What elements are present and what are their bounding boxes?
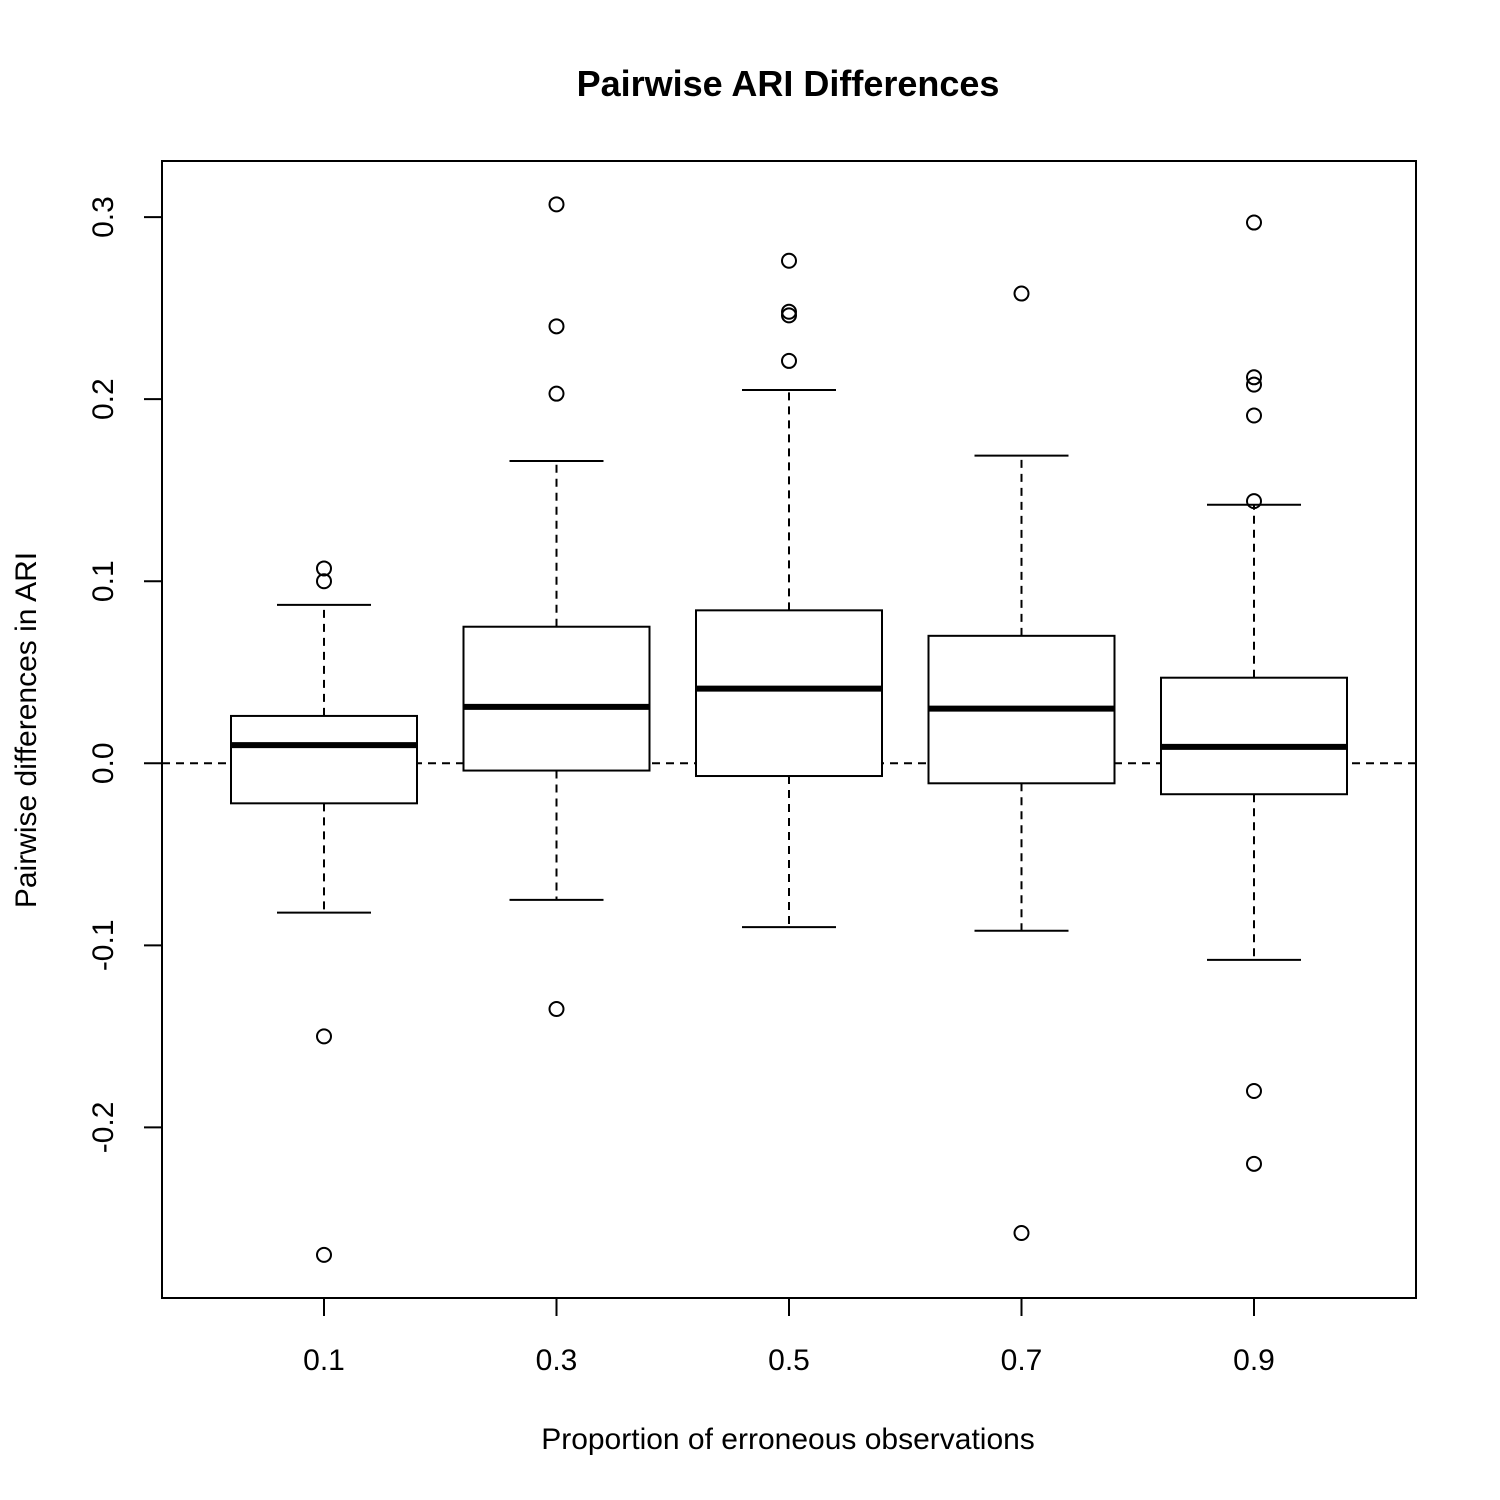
- outlier-point: [1013, 285, 1030, 302]
- outlier-point: [781, 252, 797, 269]
- y-axis: -0.2 -0.1 0.0 0.1 0.2 0.3: [87, 196, 163, 1154]
- iqr-box: [462, 625, 651, 772]
- outlier-point: [781, 307, 797, 324]
- x-tick-label: 0.1: [303, 1344, 345, 1377]
- outlier-point: [1246, 493, 1262, 510]
- box-group: [230, 560, 418, 1263]
- outlier-point: [1013, 1225, 1030, 1242]
- x-axis: 0.1 0.3 0.5 0.7 0.9: [303, 1297, 1275, 1377]
- y-tick-label: 0.3: [87, 196, 120, 238]
- outlier-point: [548, 318, 565, 335]
- iqr-box: [230, 714, 418, 805]
- chart-title: Pairwise ARI Differences: [577, 63, 1000, 104]
- outlier-point: [1246, 376, 1262, 393]
- x-tick-label: 0.3: [536, 1344, 578, 1377]
- outlier-point: [548, 196, 565, 213]
- x-tick-label: 0.7: [1001, 1344, 1043, 1377]
- outlier-point: [1246, 407, 1262, 424]
- outlier-point: [1246, 369, 1262, 386]
- y-tick-label: -0.1: [87, 919, 120, 971]
- box-group: [927, 285, 1116, 1242]
- outlier-point: [316, 560, 332, 577]
- outlier-point: [316, 573, 332, 590]
- box-group: [1160, 214, 1348, 1172]
- outlier-point: [548, 385, 565, 402]
- x-tick-label: 0.5: [768, 1344, 810, 1377]
- y-axis-label: Pairwise differences in ARI: [10, 552, 43, 908]
- outlier-point: [1246, 214, 1262, 231]
- box-series: [230, 196, 1348, 1263]
- outlier-point: [316, 1246, 332, 1263]
- box-group: [462, 196, 651, 1018]
- y-tick-label: 0.1: [87, 560, 120, 602]
- y-tick-label: 0.2: [87, 378, 120, 420]
- outlier-point: [548, 1001, 565, 1018]
- outlier-point: [1246, 1155, 1262, 1172]
- iqr-box: [1160, 676, 1348, 796]
- outlier-point: [1246, 1082, 1262, 1099]
- x-tick-label: 0.9: [1233, 1344, 1275, 1377]
- y-tick-label: 0.0: [87, 742, 120, 784]
- x-axis-label: Proportion of erroneous observations: [541, 1423, 1035, 1456]
- iqr-box: [695, 609, 883, 778]
- y-tick-label: -0.2: [87, 1102, 120, 1154]
- box-group: [695, 252, 883, 929]
- outlier-point: [316, 1028, 332, 1045]
- outlier-point: [781, 352, 797, 369]
